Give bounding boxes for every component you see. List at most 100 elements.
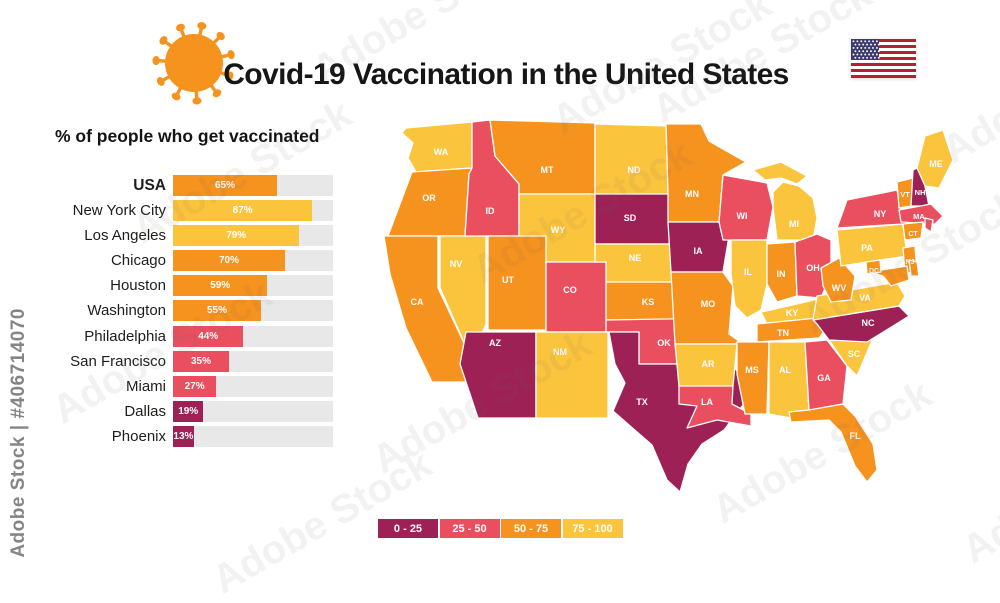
state-label-VA: VA xyxy=(859,293,871,303)
bar-value: 44% xyxy=(198,330,219,342)
bar-row-chicago: Chicago 70% xyxy=(32,250,333,272)
state-label-ME: ME xyxy=(929,159,943,169)
state-MA xyxy=(898,203,944,225)
state-label-ID: ID xyxy=(486,206,496,216)
state-label-CO: CO xyxy=(563,285,577,295)
bar-fill: 44% xyxy=(173,325,244,347)
bar-label: Dallas xyxy=(124,402,166,420)
bar-fill: 27% xyxy=(173,375,217,397)
bar-label: Phoenix xyxy=(111,427,166,445)
state-label-IA: IA xyxy=(694,246,704,256)
state-label-AZ: AZ xyxy=(489,338,501,348)
bar-fill: 19% xyxy=(173,400,204,422)
bar-row-usa: USA 65% xyxy=(32,175,333,196)
map-legend: 0 - 25 25 - 50 50 - 75 75 - 100 xyxy=(378,519,623,538)
state-DE xyxy=(908,259,920,277)
us-choropleth-map: WA OR CA NV ID MT WY UT CO AZ NM ND SD NE KS OK TX MN IA MO… xyxy=(368,112,968,502)
state-label-SD: SD xyxy=(624,213,637,223)
state-LA xyxy=(678,385,752,429)
state-label-KY: KY xyxy=(786,308,799,318)
legend-item-0-25: 0 - 25 xyxy=(378,519,438,538)
state-label-AL: AL xyxy=(779,365,791,375)
state-label-AR: AR xyxy=(702,359,715,369)
bar-label: Washington xyxy=(87,302,166,320)
legend-item-50-75: 50 - 75 xyxy=(501,519,561,538)
bar-fill: 35% xyxy=(173,350,229,372)
stock-watermark-id: Adobe Stock | #406714070 xyxy=(8,308,29,558)
state-label-MO: MO xyxy=(701,299,716,309)
coronavirus-icon xyxy=(144,12,246,114)
bar-value: 65% xyxy=(214,180,235,191)
state-label-CA: CA xyxy=(411,297,424,307)
state-ND xyxy=(594,123,669,195)
state-label-MI: MI xyxy=(789,219,799,229)
bar-value: 35% xyxy=(190,355,211,367)
state-RI xyxy=(924,217,934,233)
state-label-NJ: NJ xyxy=(906,259,915,266)
state-label-TX: TX xyxy=(636,397,648,407)
bar-value: 13% xyxy=(173,430,194,442)
state-AL xyxy=(768,341,810,419)
state-label-OR: OR xyxy=(422,193,436,203)
state-label-TN: TN xyxy=(777,328,789,338)
state-label-KS: KS xyxy=(642,297,655,307)
state-AZ xyxy=(459,331,537,419)
bar-row-washington: Washington 55% xyxy=(32,300,333,322)
bar-row-dallas: Dallas 19% xyxy=(32,400,333,422)
bar-label: USA xyxy=(133,176,166,194)
bar-row-miami: Miami 27% xyxy=(32,375,333,397)
state-label-NH: NH xyxy=(915,188,926,197)
bar-fill: 13% xyxy=(173,425,194,447)
state-CT xyxy=(902,221,924,241)
bar-row-phoenix: Phoenix 13% xyxy=(32,425,333,447)
bar-fill: 65% xyxy=(173,175,277,196)
bar-value: 27% xyxy=(184,380,205,392)
state-label-UT: UT xyxy=(502,275,514,285)
state-WV xyxy=(820,257,856,303)
state-UT xyxy=(487,235,547,331)
bar-chart-title: % of people who get vaccinated xyxy=(55,126,320,146)
state-label-WA: WA xyxy=(434,147,449,157)
state-label-MN: MN xyxy=(685,189,699,199)
state-label-NY: NY xyxy=(874,209,887,219)
state-MI xyxy=(752,161,808,185)
bar-row-houston: Houston 59% xyxy=(32,275,333,297)
bar-track: 13% xyxy=(173,425,333,447)
infographic-page: { "watermark": { "side_text": "Adobe Sto… xyxy=(8,0,1000,603)
state-ME xyxy=(916,129,954,189)
state-IN xyxy=(766,241,798,303)
bar-track: 35% xyxy=(173,350,333,372)
state-label-PA: PA xyxy=(861,243,873,253)
bar-track: 70% xyxy=(173,250,333,272)
state-FL xyxy=(788,403,878,483)
state-label-NC: NC xyxy=(862,318,875,328)
state-label-VT: VT xyxy=(900,190,910,199)
state-label-MS: MS xyxy=(745,365,759,375)
state-NC xyxy=(812,305,910,343)
bar-row-los-angeles: Los Angeles 79% xyxy=(32,225,333,247)
state-IA xyxy=(667,221,730,273)
state-label-IN: IN xyxy=(777,269,786,279)
state-label-CT: CT xyxy=(908,231,918,238)
bar-label: Los Angeles xyxy=(84,227,166,245)
bar-value: 79% xyxy=(226,230,247,242)
bar-label: Miami xyxy=(126,377,166,395)
bar-fill: 79% xyxy=(173,225,300,247)
state-label-OH: OH xyxy=(806,263,820,273)
state-DC xyxy=(865,259,882,275)
bar-label: Chicago xyxy=(110,252,166,270)
us-flag-icon xyxy=(851,39,916,78)
bar-row-philadelphia: Philadelphia 44% xyxy=(32,325,333,347)
state-IL xyxy=(730,239,768,319)
bar-fill: 55% xyxy=(173,300,261,322)
bar-track: 65% xyxy=(173,175,333,196)
state-label-MA: MA xyxy=(913,212,925,221)
bar-track: 27% xyxy=(173,375,333,397)
state-MS xyxy=(736,341,770,415)
state-label-LA: LA xyxy=(701,397,713,407)
bar-label: Philadelphia xyxy=(84,327,166,345)
bar-chart: USA 65% New York City 87% Los Angeles 79% Chic… xyxy=(32,175,333,447)
state-label-GA: GA xyxy=(817,373,831,383)
bar-value: 59% xyxy=(210,280,231,292)
state-MI xyxy=(772,181,818,241)
